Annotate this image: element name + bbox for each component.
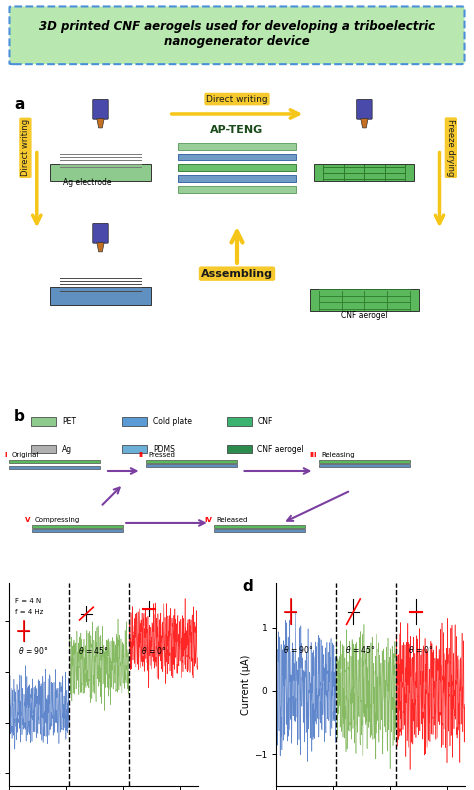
Bar	[32, 525, 123, 528]
FancyBboxPatch shape	[50, 288, 151, 304]
Text: Cold plate: Cold plate	[153, 417, 192, 426]
FancyBboxPatch shape	[227, 417, 252, 426]
Bar	[9, 466, 100, 469]
Bar	[214, 525, 305, 528]
Text: $\theta$ = 90°: $\theta$ = 90°	[283, 644, 314, 655]
Text: 3D printed CNF aerogels used for developing a triboelectric
nanogenerator device: 3D printed CNF aerogels used for develop…	[39, 20, 435, 48]
Text: CNF aerogel: CNF aerogel	[341, 311, 388, 321]
Polygon shape	[97, 243, 104, 252]
Bar	[146, 464, 237, 467]
Text: Releasing: Releasing	[321, 452, 355, 458]
Text: f = 4 Hz: f = 4 Hz	[15, 608, 44, 615]
FancyBboxPatch shape	[314, 164, 414, 181]
Text: $\theta$ = 0°: $\theta$ = 0°	[408, 644, 433, 655]
Text: AP-TENG: AP-TENG	[210, 125, 264, 134]
Text: Ag electrode: Ag electrode	[63, 179, 111, 187]
Text: Released: Released	[217, 517, 248, 523]
Text: IV: IV	[204, 517, 212, 523]
FancyBboxPatch shape	[178, 143, 296, 149]
Text: CNF aerogel: CNF aerogel	[257, 445, 304, 453]
Text: III: III	[309, 452, 317, 458]
Bar	[146, 460, 237, 463]
Text: Freeze drying: Freeze drying	[447, 119, 456, 176]
FancyBboxPatch shape	[178, 164, 296, 171]
Text: Compressing: Compressing	[35, 517, 80, 523]
FancyBboxPatch shape	[93, 100, 108, 119]
Text: $\theta$ = 0°: $\theta$ = 0°	[140, 645, 166, 656]
Text: d: d	[243, 579, 254, 594]
Text: CNF: CNF	[257, 417, 273, 426]
Bar	[319, 460, 410, 463]
Text: Direct writing: Direct writing	[21, 119, 30, 176]
Polygon shape	[361, 118, 368, 128]
FancyBboxPatch shape	[93, 224, 108, 243]
FancyBboxPatch shape	[9, 6, 465, 64]
FancyBboxPatch shape	[122, 445, 147, 453]
Bar	[319, 464, 410, 467]
Y-axis label: Current (μA): Current (μA)	[241, 654, 251, 715]
FancyBboxPatch shape	[310, 289, 419, 310]
FancyBboxPatch shape	[50, 164, 151, 181]
Text: I: I	[5, 452, 7, 458]
Text: b: b	[14, 409, 25, 424]
Text: Ag: Ag	[62, 445, 72, 453]
FancyBboxPatch shape	[227, 445, 252, 453]
Text: PET: PET	[62, 417, 76, 426]
Text: $\theta$ = 90°: $\theta$ = 90°	[18, 645, 49, 656]
Text: Direct writing: Direct writing	[206, 95, 268, 103]
Text: Pressed: Pressed	[148, 452, 175, 458]
FancyBboxPatch shape	[178, 175, 296, 182]
Text: V: V	[25, 517, 30, 523]
Text: II: II	[139, 452, 144, 458]
FancyBboxPatch shape	[356, 100, 372, 119]
Text: Original: Original	[12, 452, 39, 458]
Text: a: a	[14, 97, 24, 112]
Text: Assembling: Assembling	[201, 269, 273, 279]
FancyBboxPatch shape	[178, 153, 296, 160]
Text: $\theta$ = 45°: $\theta$ = 45°	[345, 644, 375, 655]
Bar	[214, 529, 305, 532]
Bar	[9, 460, 100, 463]
FancyBboxPatch shape	[31, 417, 56, 426]
Bar	[32, 529, 123, 532]
Polygon shape	[97, 118, 104, 128]
Text: PDMS: PDMS	[153, 445, 175, 453]
FancyBboxPatch shape	[178, 186, 296, 193]
Text: F = 4 N: F = 4 N	[15, 599, 41, 604]
Text: $\theta$ = 45°: $\theta$ = 45°	[78, 645, 109, 656]
FancyBboxPatch shape	[31, 445, 56, 453]
FancyBboxPatch shape	[122, 417, 147, 426]
